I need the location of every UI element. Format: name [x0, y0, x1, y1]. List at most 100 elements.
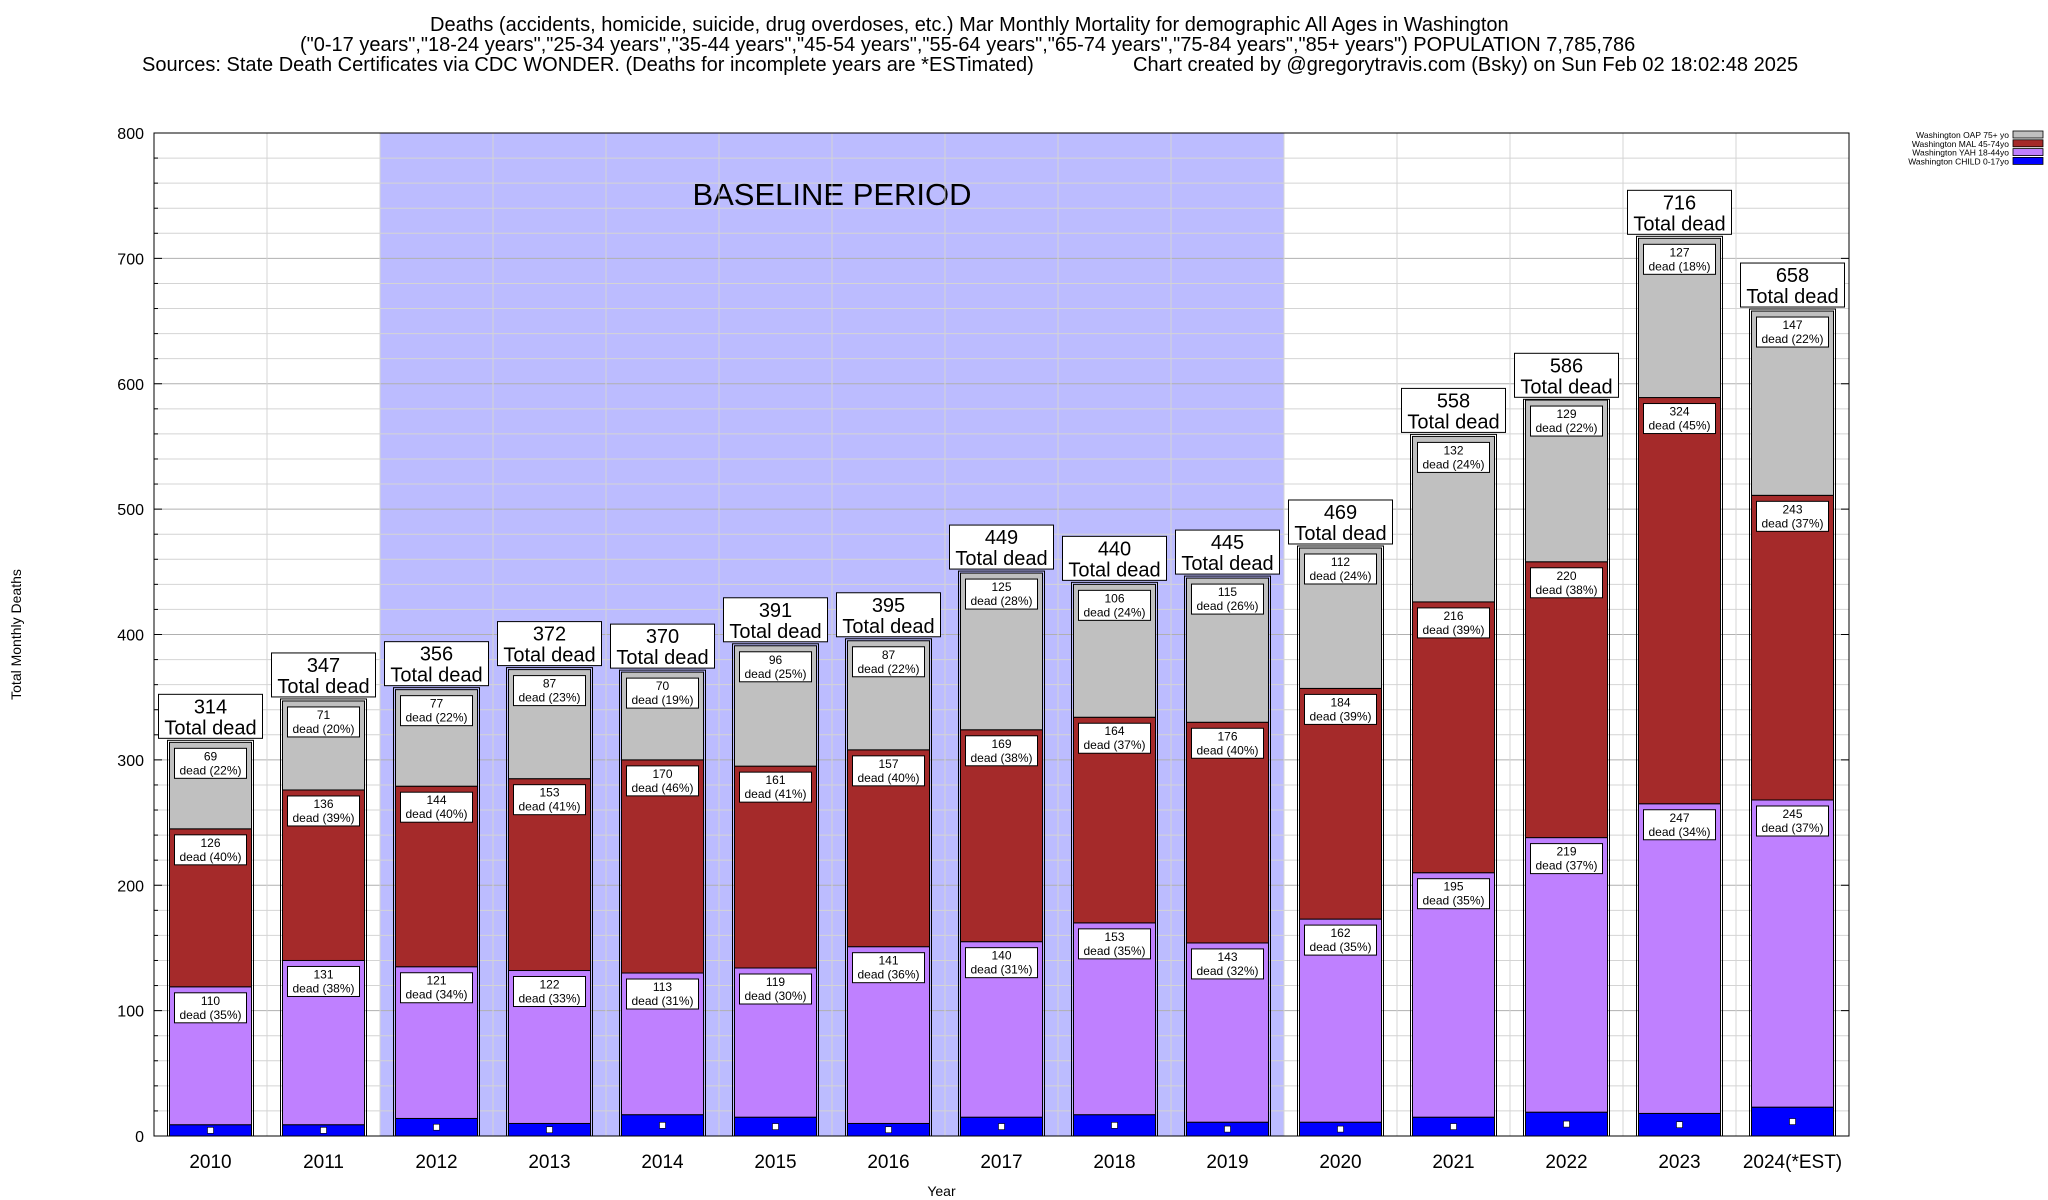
child-marker: [1337, 1125, 1344, 1133]
total-label-box: [1740, 262, 1845, 308]
segment-value-label: 71: [317, 708, 331, 722]
x-tick-label: 2014: [641, 1152, 684, 1173]
legend-swatch-oap: [2012, 130, 2044, 139]
segment-label-box: [1643, 403, 1716, 435]
segment-pct-label: dead (30%): [744, 989, 806, 1003]
total-label-box: [949, 524, 1054, 570]
bar-segment-yah-2021: [1412, 872, 1495, 1118]
total-dead-label: Total dead: [955, 548, 1047, 570]
segment-pct-label: dead (40%): [405, 807, 467, 821]
total-label-box: [1627, 189, 1732, 235]
segment-value-label: 144: [426, 793, 446, 807]
total-label-box: [1175, 529, 1280, 575]
child-marker: [546, 1126, 553, 1134]
total-dead-label: Total dead: [1633, 213, 1725, 235]
segment-value-label: 162: [1330, 926, 1350, 940]
segment-value-label: 113: [653, 980, 672, 994]
segment-label-box: [287, 965, 360, 997]
child-marker: [659, 1122, 666, 1129]
segment-value-label: 176: [1217, 729, 1237, 743]
segment-label-box: [626, 978, 699, 1010]
segment-value-label: 106: [1104, 591, 1124, 605]
child-marker: [772, 1123, 779, 1130]
legend-label-child: Washington CHILD 0-17yo: [1908, 156, 2009, 166]
segment-value-label: 132: [1443, 443, 1463, 457]
segment-pct-label: dead (34%): [1648, 825, 1710, 839]
segment-value-label: 121: [426, 974, 446, 988]
total-value-label: 469: [1324, 502, 1357, 524]
x-tick-label: 2013: [528, 1152, 570, 1173]
segment-value-label: 324: [1669, 405, 1689, 419]
segment-pct-label: dead (35%): [179, 1008, 241, 1022]
legend-label-oap: Washington OAP 75+ yo: [1916, 130, 2009, 140]
segment-pct-label: dead (32%): [1196, 964, 1258, 978]
segment-label-box: [1417, 878, 1490, 910]
segment-label-box: [1417, 441, 1490, 473]
segment-pct-label: dead (28%): [970, 594, 1032, 608]
segment-value-label: 141: [878, 954, 898, 968]
child-marker: [320, 1127, 327, 1134]
segment-label-box: [1304, 924, 1377, 956]
segment-label-box: [513, 976, 586, 1008]
segment-pct-label: dead (38%): [292, 981, 354, 995]
segment-value-label: 153: [1104, 930, 1124, 944]
segment-pct-label: dead (40%): [1196, 743, 1258, 757]
total-label-box: [497, 621, 602, 667]
total-value-label: 391: [759, 600, 792, 622]
total-dead-label: Total dead: [1746, 286, 1838, 308]
total-value-label: 658: [1776, 265, 1809, 287]
y-axis-title: Total Monthly Deaths: [8, 569, 24, 700]
total-dead-label: Total dead: [503, 645, 595, 667]
total-dead-label: Total dead: [164, 717, 256, 739]
segment-pct-label: dead (37%): [1083, 738, 1145, 752]
x-tick-label: 2015: [754, 1152, 796, 1173]
segment-label-box: [1530, 567, 1603, 599]
segment-value-label: 243: [1782, 502, 1802, 516]
segment-value-label: 164: [1104, 724, 1124, 738]
y-tick-label: 500: [117, 502, 144, 519]
total-dead-label: Total dead: [616, 647, 708, 669]
total-value-label: 445: [1211, 532, 1244, 554]
legend-swatch-child: [2012, 156, 2044, 165]
total-dead-label: Total dead: [390, 665, 482, 687]
segment-label-box: [513, 784, 586, 816]
segment-label-box: [1078, 928, 1151, 960]
segment-pct-label: dead (22%): [1535, 421, 1597, 435]
total-label-box: [384, 641, 489, 687]
total-dead-label: Total dead: [1294, 523, 1386, 545]
total-dead-label: Total dead: [729, 621, 821, 643]
segment-pct-label: dead (24%): [1309, 569, 1371, 583]
segment-value-label: 126: [200, 836, 220, 850]
segment-pct-label: dead (18%): [1648, 259, 1710, 273]
segment-label-box: [852, 952, 925, 984]
total-label-box: [1062, 535, 1167, 581]
child-marker: [1789, 1118, 1796, 1125]
segment-pct-label: dead (22%): [857, 662, 919, 676]
y-tick-label: 700: [117, 251, 144, 268]
segment-label-box: [852, 755, 925, 787]
segment-label-box: [400, 695, 473, 727]
segment-value-label: 96: [769, 653, 783, 667]
legend-label-yah: Washington YAH 18-44yo: [1912, 148, 2009, 158]
segment-label-box: [626, 765, 699, 797]
segment-label-box: [965, 735, 1038, 767]
segment-value-label: 147: [1782, 318, 1802, 332]
total-label-box: [1288, 499, 1393, 545]
legend-label-mal: Washington MAL 45-74yo: [1912, 139, 2009, 149]
segment-label-box: [852, 646, 925, 678]
segment-pct-label: dead (19%): [631, 693, 693, 707]
total-dead-label: Total dead: [1407, 411, 1499, 433]
segment-label-box: [1530, 405, 1603, 437]
x-axis-title: Year: [927, 1183, 956, 1199]
segment-label-box: [1191, 948, 1264, 980]
segment-value-label: 112: [1331, 555, 1350, 569]
child-marker: [1676, 1121, 1683, 1129]
segment-pct-label: dead (37%): [1535, 859, 1597, 873]
total-dead-label: Total dead: [842, 616, 934, 638]
y-tick-label: 800: [117, 126, 144, 143]
segment-pct-label: dead (41%): [518, 800, 580, 814]
segment-label-box: [1530, 843, 1603, 875]
